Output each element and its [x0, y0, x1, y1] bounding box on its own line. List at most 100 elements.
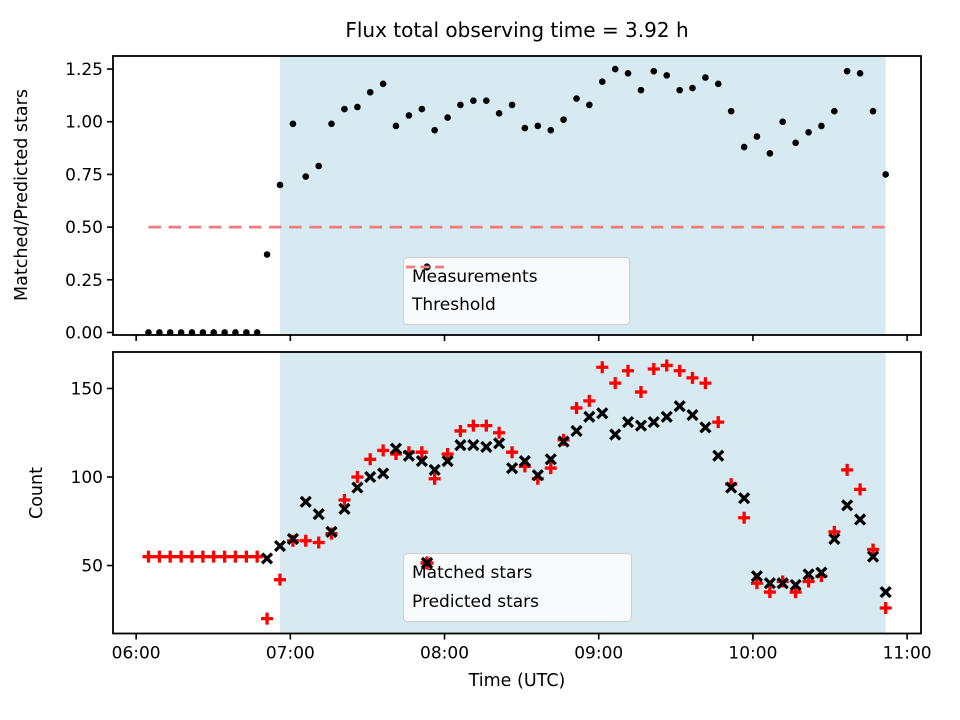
bottom-y-tick-label: 100 [71, 468, 103, 488]
matched-stars-point [634, 386, 647, 399]
measurement-point [650, 67, 658, 75]
matched-stars-point [240, 550, 253, 563]
matched-stars-point [506, 446, 519, 459]
matched-stars-point [351, 470, 364, 483]
predicted-stars-point [531, 469, 544, 482]
measurement-point [431, 126, 438, 134]
matched-stars-point [699, 377, 712, 390]
measurement-point [444, 114, 451, 121]
predicted-stars-point [260, 552, 274, 565]
top-y-tick-label: 1.00 [65, 113, 103, 133]
measurement-point [560, 116, 567, 123]
measurement-point [727, 107, 735, 115]
measurement-point [483, 97, 490, 104]
predicted-stars-point [480, 440, 493, 453]
measurement-point [882, 171, 889, 178]
matched-stars-point [609, 377, 622, 390]
predicted-stars-point [596, 407, 609, 420]
predicted-stars-point [377, 467, 390, 480]
predicted-x-icon [420, 556, 434, 570]
matched-stars-point [493, 426, 506, 439]
bottom-y-axis-label: Count [27, 467, 47, 519]
measurement-point [624, 69, 632, 77]
matched-stars-point [622, 364, 635, 377]
x-tick-label: 07:00 [266, 644, 315, 664]
matched-stars-point [218, 550, 231, 563]
bottom-axes-spines [112, 351, 922, 635]
matched-stars-point [828, 525, 841, 538]
predicted-stars-point [699, 421, 712, 434]
predicted-stars-point [634, 419, 648, 432]
measurement-point [470, 97, 477, 104]
matched-stars-point [312, 536, 325, 549]
matched-stars-point [738, 511, 751, 524]
matched-stars-point [673, 364, 686, 377]
matched-stars-point [175, 550, 188, 563]
predicted-stars-point [286, 532, 300, 546]
predicted-stars-point [866, 550, 880, 563]
measurement-point [508, 101, 516, 109]
predicted-stars-point [299, 495, 312, 508]
measurement-point [405, 112, 413, 119]
matched-stars-point [686, 371, 699, 384]
predicted-stars-point [841, 499, 854, 512]
measurement-point [418, 105, 426, 113]
x-tick-label: 08:00 [420, 644, 469, 664]
matched-stars-point [338, 494, 351, 507]
matched-stars-point [596, 361, 609, 374]
measurement-point [289, 120, 297, 128]
predicted-stars-point [312, 508, 325, 521]
matched-stars-point [185, 550, 198, 563]
measurement-point [831, 107, 838, 115]
matched-stars-point [251, 550, 264, 563]
predicted-stars-point [325, 525, 338, 538]
predicted-stars-point [828, 532, 841, 546]
matched-stars-point [207, 550, 220, 563]
measurement-point [805, 128, 812, 136]
matched-stars-point [854, 483, 867, 496]
predicted-stars-point [815, 566, 828, 579]
predicted-stars-point [351, 481, 364, 494]
predicted-stars-point [725, 481, 738, 494]
measurement-point [818, 122, 825, 130]
matched-stars-point [480, 419, 493, 432]
predicted-stars-point [454, 439, 467, 452]
matched-stars-point [841, 463, 854, 476]
measurement-point [354, 103, 361, 111]
matched-stars-point [789, 586, 802, 599]
predicted-stars-point [518, 454, 531, 468]
predicted-stars-point [660, 410, 673, 423]
matched-stars-point [802, 575, 815, 588]
legend-label-matched-stars: Matched stars [412, 563, 533, 584]
measurement-point [534, 122, 542, 130]
matched-stars-point [428, 472, 441, 485]
matched-stars-point [273, 573, 286, 586]
matched-stars-point [142, 550, 155, 563]
measurement-point [521, 124, 529, 132]
predicted-stars-point [570, 424, 583, 438]
measurement-point [302, 173, 310, 180]
predicted-stars-point [776, 577, 789, 590]
measurement-point [714, 80, 722, 88]
measurement-point [547, 126, 555, 134]
top-y-tick-label: 0.00 [65, 323, 103, 343]
legend-label-measurements: Measurements [412, 267, 538, 287]
predicted-stars-point [673, 400, 686, 413]
matched-stars-point [377, 444, 390, 457]
predicted-stars-point [557, 435, 570, 448]
predicted-stars-point [402, 449, 415, 462]
top-y-tick-label: 1.25 [65, 60, 103, 80]
matched-stars-point [544, 462, 557, 475]
x-tick-label: 10:00 [728, 644, 777, 664]
predicted-stars-point [789, 578, 802, 592]
measurement-point [663, 72, 671, 79]
measurement-point [379, 80, 387, 88]
predicted-stars-point [273, 539, 287, 553]
measurement-point [598, 78, 606, 86]
matched-stars-point [364, 453, 377, 466]
matched-stars-point [299, 534, 312, 547]
measurement-point [573, 95, 580, 102]
top-legend: Measurements Threshold [403, 257, 630, 325]
predicted-stars-point [441, 454, 454, 468]
